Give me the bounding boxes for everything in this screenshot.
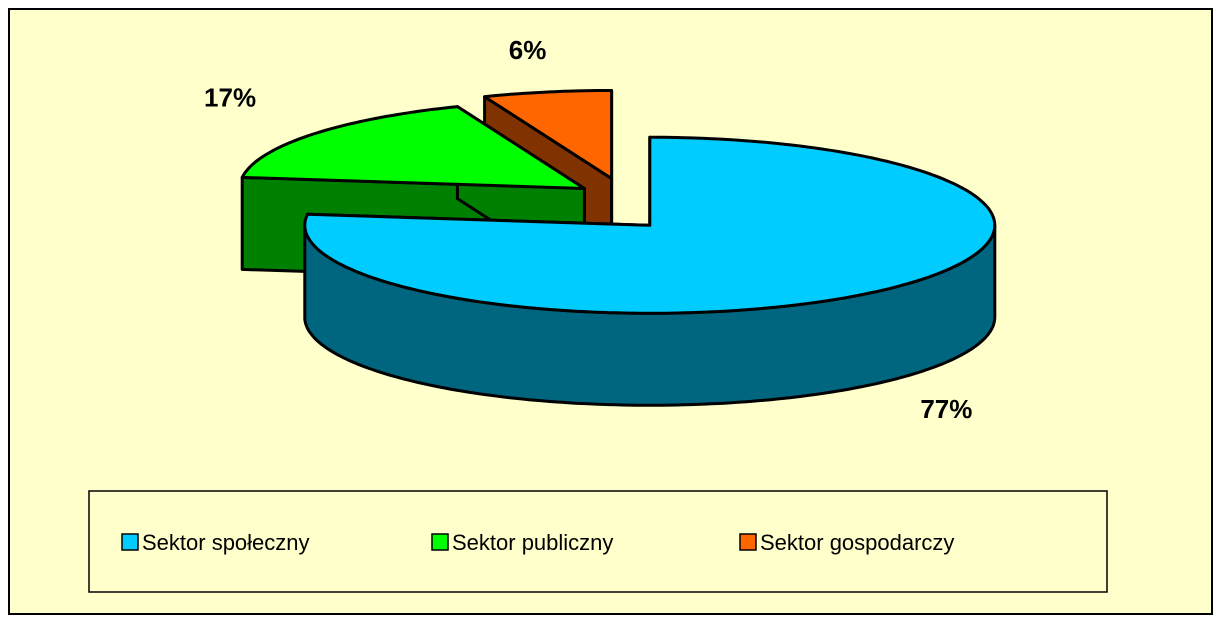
legend-swatch [121, 533, 139, 551]
slice [303, 135, 997, 315]
legend-swatch [739, 533, 757, 551]
data-label: 17% [204, 82, 256, 112]
legend-swatch [431, 533, 449, 551]
legend-label: Sektor społeczny [142, 530, 310, 555]
slice [240, 105, 586, 190]
legend-label: Sektor publiczny [452, 530, 613, 555]
data-label: 77% [920, 394, 972, 424]
slice [483, 89, 614, 180]
legend-label: Sektor gospodarczy [760, 530, 954, 555]
data-label: 6% [509, 35, 547, 65]
legend: Sektor społeczny Sektor publiczny Sektor g… [121, 530, 954, 555]
legend-box [88, 490, 1108, 593]
pie [240, 89, 997, 407]
